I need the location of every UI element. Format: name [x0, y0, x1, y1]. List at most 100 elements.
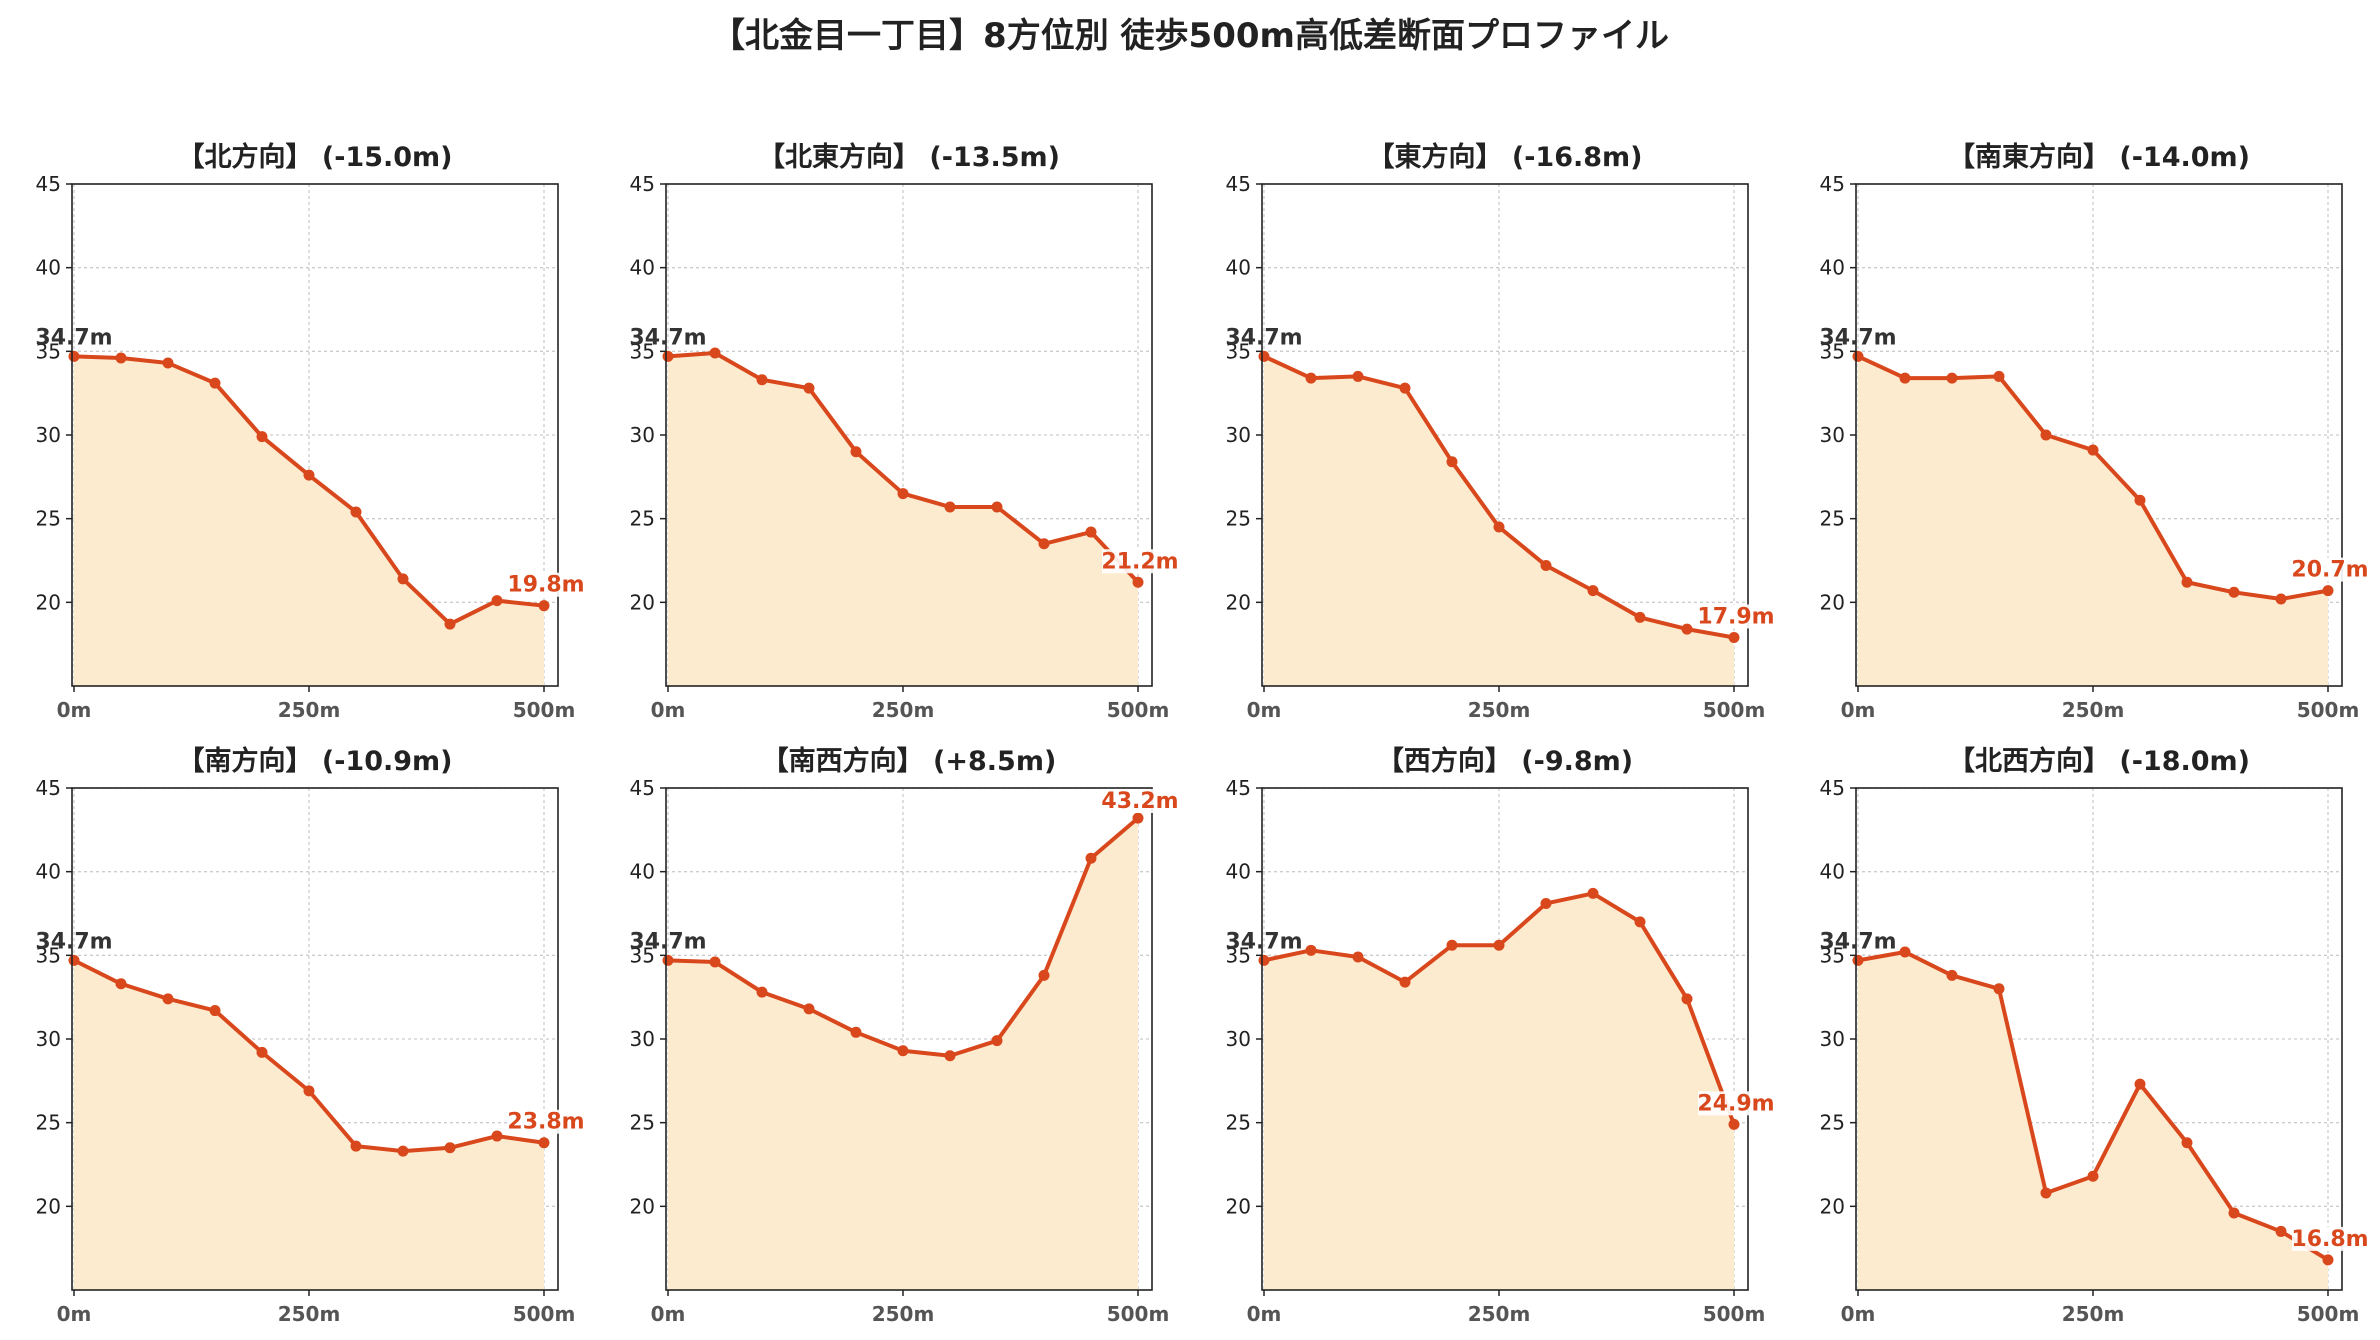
end-elevation-label: 17.9m	[1697, 604, 1774, 629]
y-tick-label: 40	[1226, 860, 1251, 884]
data-point	[1681, 623, 1693, 635]
data-point	[115, 978, 127, 990]
data-point	[1899, 946, 1911, 958]
x-tick-label: 250m	[1468, 1302, 1531, 1326]
y-tick-label: 35	[630, 339, 655, 363]
end-elevation-label: 23.8m	[507, 1110, 584, 1135]
data-point	[709, 956, 721, 968]
data-point	[1132, 812, 1144, 824]
data-point	[1305, 372, 1317, 384]
y-tick-label: 25	[1226, 507, 1251, 531]
data-point	[756, 374, 768, 386]
chart-panel: 【北西方向】 (-18.0m) 20 25 30 35 40 45 0m 250m 500m 34.…	[1819, 745, 2368, 1326]
y-tick-label: 25	[36, 1111, 61, 1135]
data-point	[2087, 444, 2099, 456]
x-tick-label: 250m	[2062, 1302, 2125, 1326]
y-tick-label: 20	[630, 1194, 655, 1218]
x-tick-label: 250m	[872, 1302, 935, 1326]
data-point	[115, 352, 127, 364]
data-point	[1446, 456, 1458, 468]
data-point	[2181, 576, 2193, 588]
data-point	[209, 377, 221, 389]
y-tick-label: 30	[630, 423, 655, 447]
data-point	[2134, 494, 2146, 506]
chart-panel: 【西方向】 (-9.8m) 20 25 30 35 40 45 0m 250m 500m 34.7m…	[1225, 745, 1774, 1326]
panel-title: 【北東方向】 (-13.5m)	[758, 141, 1060, 173]
y-tick-label: 25	[1820, 507, 1845, 531]
y-tick-label: 20	[1226, 590, 1251, 614]
x-tick-label: 500m	[1703, 1302, 1766, 1326]
chart-panel: 【北東方向】 (-13.5m) 20 25 30 35 40 45 0m 250m 500m 34.…	[629, 141, 1178, 722]
data-point	[2040, 1187, 2052, 1199]
data-point	[68, 954, 80, 966]
elevation-area	[74, 356, 544, 686]
data-point	[1993, 370, 2005, 382]
data-point	[1728, 1118, 1740, 1130]
x-tick-label: 0m	[57, 1302, 92, 1326]
data-point	[1852, 350, 1864, 362]
end-elevation-label: 19.8m	[507, 573, 584, 598]
y-tick-label: 35	[1226, 339, 1251, 363]
y-tick-label: 25	[630, 507, 655, 531]
data-point	[538, 600, 550, 612]
y-tick-label: 20	[36, 1194, 61, 1218]
data-point	[1899, 372, 1911, 384]
x-tick-label: 250m	[872, 698, 935, 722]
y-tick-label: 35	[1820, 339, 1845, 363]
end-label-box	[2292, 1226, 2368, 1251]
y-tick-label: 40	[630, 860, 655, 884]
data-point	[2275, 593, 2287, 605]
end-elevation-label: 43.2m	[1101, 789, 1178, 814]
y-tick-label: 45	[36, 172, 61, 196]
data-point	[1493, 939, 1505, 951]
start-elevation-label: 34.7m	[35, 325, 112, 350]
start-elevation-label: 34.7m	[1225, 929, 1302, 954]
y-tick-label: 45	[1226, 172, 1251, 196]
data-point	[662, 954, 674, 966]
end-elevation-label: 16.8m	[2291, 1227, 2368, 1252]
data-point	[303, 469, 315, 481]
data-point	[162, 993, 174, 1005]
y-tick-label: 45	[630, 172, 655, 196]
data-point	[1946, 372, 1958, 384]
y-tick-label: 30	[1226, 423, 1251, 447]
y-tick-label: 45	[1226, 776, 1251, 800]
y-tick-label: 35	[630, 943, 655, 967]
y-tick-label: 35	[36, 943, 61, 967]
x-tick-label: 500m	[1107, 698, 1170, 722]
y-tick-label: 20	[630, 590, 655, 614]
panel-title: 【東方向】 (-16.8m)	[1367, 141, 1642, 173]
elevation-area	[1264, 893, 1734, 1290]
y-tick-label: 20	[36, 590, 61, 614]
x-tick-label: 250m	[1468, 698, 1531, 722]
elevation-area	[74, 960, 544, 1290]
y-tick-label: 40	[36, 256, 61, 280]
data-point	[1038, 538, 1050, 550]
end-label-box	[508, 572, 584, 597]
x-tick-label: 0m	[1841, 1302, 1876, 1326]
data-point	[444, 618, 456, 630]
panel-title: 【南東方向】 (-14.0m)	[1948, 141, 2250, 173]
data-point	[2134, 1078, 2146, 1090]
chart-panel: 【南東方向】 (-14.0m) 20 25 30 35 40 45 0m 250m 500m 34.…	[1819, 141, 2368, 722]
elevation-area	[1264, 356, 1734, 686]
y-tick-label: 20	[1820, 1194, 1845, 1218]
y-tick-label: 45	[630, 776, 655, 800]
end-label-box	[1698, 1091, 1774, 1116]
chart-panel: 【南方向】 (-10.9m) 20 25 30 35 40 45 0m 250m 500m 34.7…	[35, 745, 584, 1326]
data-point	[1305, 944, 1317, 956]
y-tick-label: 30	[1820, 423, 1845, 447]
data-point	[1852, 954, 1864, 966]
elevation-area	[1858, 356, 2328, 686]
start-elevation-label: 34.7m	[1819, 325, 1896, 350]
data-point	[1634, 611, 1646, 623]
end-label-box	[1102, 549, 1178, 574]
data-point	[1038, 969, 1050, 981]
y-tick-label: 35	[36, 339, 61, 363]
chart-panel: 【東方向】 (-16.8m) 20 25 30 35 40 45 0m 250m 500m 34.7…	[1225, 141, 1774, 722]
x-tick-label: 500m	[2297, 1302, 2360, 1326]
y-tick-label: 40	[1820, 256, 1845, 280]
elevation-area	[1858, 951, 2328, 1290]
data-point	[1993, 983, 2005, 995]
